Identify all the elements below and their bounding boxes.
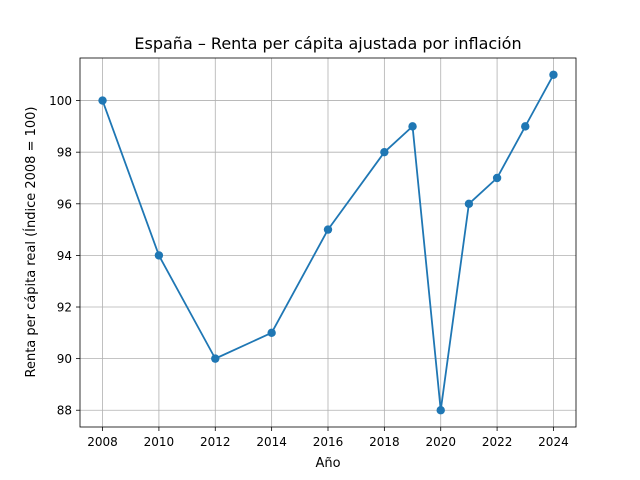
- x-tick-label: 2020: [425, 435, 456, 449]
- y-tick-label: 92: [57, 301, 72, 315]
- y-tick-label: 94: [57, 249, 72, 263]
- x-tick-label: 2010: [144, 435, 175, 449]
- chart-title: España – Renta per cápita ajustada por i…: [134, 34, 521, 53]
- gridlines: [80, 58, 576, 427]
- data-point: [380, 147, 389, 157]
- y-tick-label: 98: [57, 146, 72, 160]
- data-point: [267, 328, 276, 338]
- x-tick-label: 2018: [369, 435, 400, 449]
- y-tick-label: 96: [57, 197, 72, 211]
- y-tick-label: 100: [49, 94, 72, 108]
- x-tick-label: 2022: [482, 435, 513, 449]
- data-point: [464, 199, 474, 208]
- data-point: [408, 122, 417, 131]
- x-tick-label: 2012: [200, 435, 231, 449]
- x-tick-label: 2008: [87, 435, 118, 449]
- y-tick-label: 88: [57, 404, 72, 418]
- data-point: [211, 354, 220, 363]
- data-point: [323, 225, 333, 234]
- axis-ticks: 2008 2010 2012 2014 2016 2018 2020 2022 2024 88 90…: [49, 94, 569, 449]
- x-axis-label: Año: [315, 456, 340, 471]
- data-point: [492, 173, 502, 183]
- series-layer: [98, 70, 558, 415]
- series-line: [101, 74, 555, 412]
- y-axis-label: Renta per cápita real (Índice 2008 = 100…: [23, 107, 39, 378]
- data-point: [549, 70, 558, 79]
- data-point: [521, 122, 530, 131]
- data-point: [436, 406, 445, 415]
- x-tick-label: 2024: [538, 435, 569, 449]
- data-point: [98, 96, 107, 105]
- y-tick-label: 90: [57, 352, 72, 366]
- data-point: [154, 251, 164, 260]
- x-tick-label: 2016: [313, 435, 344, 449]
- x-tick-label: 2014: [256, 435, 287, 449]
